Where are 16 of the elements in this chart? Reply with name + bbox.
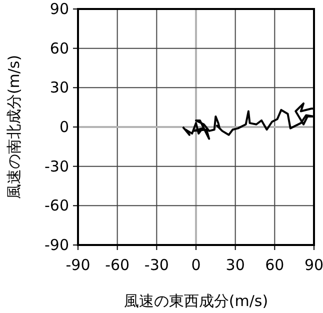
y-axis-title: 風速の南北成分(m/s) bbox=[5, 54, 23, 200]
x-tick-label: 60 bbox=[265, 256, 284, 274]
y-tick-label: 30 bbox=[50, 78, 69, 97]
y-tick-label: -90 bbox=[44, 236, 69, 254]
y-tick-label: 0 bbox=[59, 118, 69, 136]
x-tick-label: 0 bbox=[191, 256, 201, 274]
x-tick-label: 30 bbox=[226, 256, 245, 274]
y-tick-label: 60 bbox=[50, 39, 69, 58]
x-axis-title: 風速の東西成分(m/s) bbox=[124, 292, 268, 310]
x-tick-label: -30 bbox=[144, 256, 169, 274]
x-tick-label: -60 bbox=[105, 256, 130, 274]
y-tick-label: 90 bbox=[50, 0, 69, 18]
x-tick-label: -90 bbox=[66, 256, 90, 274]
x-tick-label: 90 bbox=[304, 256, 323, 274]
y-tick-label: -60 bbox=[44, 196, 69, 215]
y-tick-label: -30 bbox=[44, 157, 69, 176]
